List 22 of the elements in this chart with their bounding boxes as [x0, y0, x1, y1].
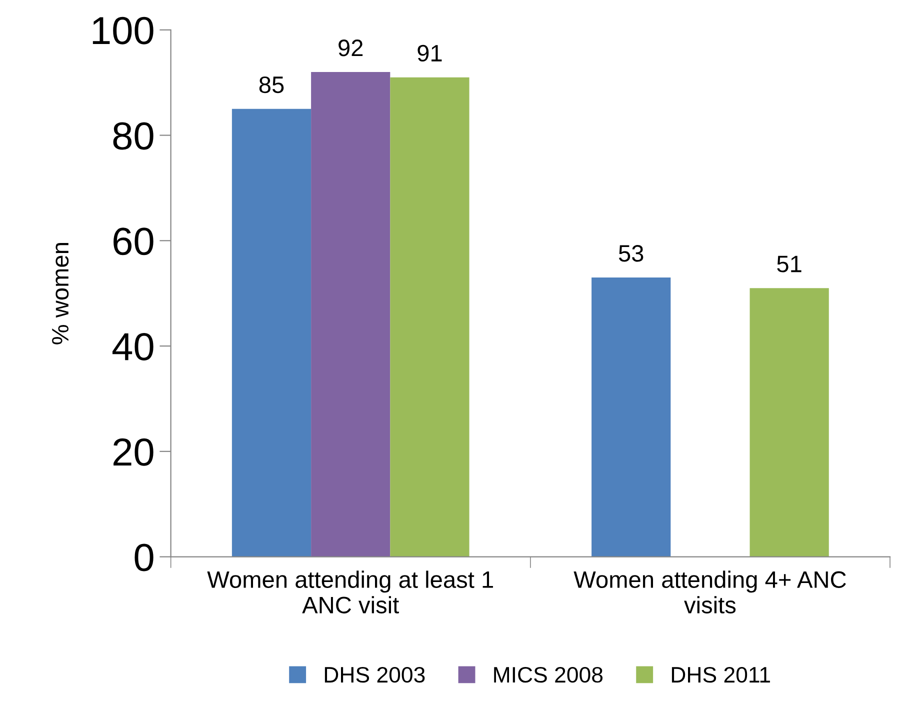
- x-tick-label: Women attending at least 1 ANC visit: [207, 570, 493, 614]
- data-label: 85: [259, 76, 284, 94]
- bar: [750, 288, 829, 557]
- x-tick-label: Women attending 4+ ANC visits: [574, 570, 846, 614]
- y-tick-label: 80: [113, 122, 154, 150]
- data-label: 51: [777, 256, 802, 272]
- data-label: 92: [338, 40, 363, 56]
- y-tick-label: 60: [114, 228, 154, 256]
- legend-label: DHS 2003: [324, 666, 425, 683]
- legend-label: DHS 2011: [672, 666, 770, 683]
- legend-label: MICS 2008: [494, 666, 603, 683]
- y-tick-label: 100: [92, 16, 154, 44]
- data-label: 53: [618, 245, 644, 262]
- bar: [390, 77, 470, 557]
- bar: [592, 278, 671, 557]
- y-axis-title: % women: [52, 243, 69, 344]
- y-tick-label: 0: [134, 544, 154, 572]
- y-tick-label: 20: [114, 438, 154, 466]
- data-label: 91: [418, 44, 442, 62]
- bar: [311, 72, 390, 557]
- bar: [232, 108, 312, 557]
- y-tick-label: 40: [112, 332, 154, 361]
